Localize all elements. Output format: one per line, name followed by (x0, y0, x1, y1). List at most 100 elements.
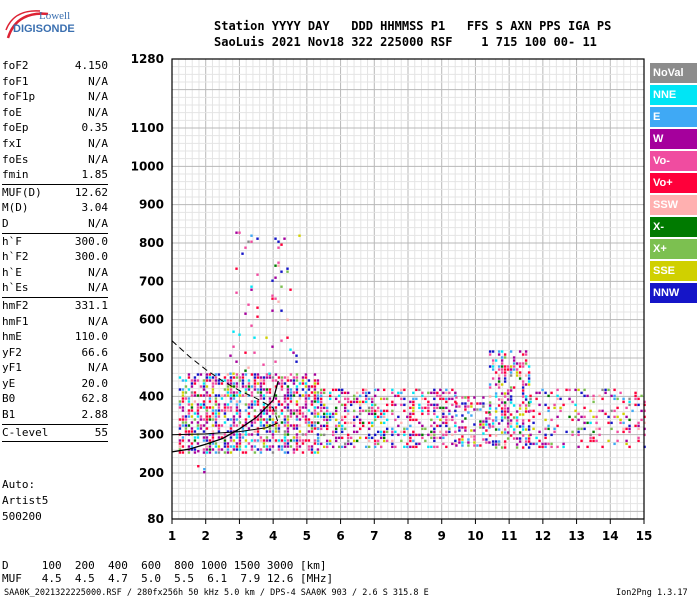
echo-point (280, 385, 284, 388)
echo-point (286, 397, 290, 400)
param-row: yF2 66.6 (2, 345, 108, 361)
echo-point (235, 442, 239, 445)
echo-point (202, 439, 206, 442)
echo-point (637, 427, 640, 431)
echo-point (226, 385, 230, 388)
echo-point (503, 416, 507, 419)
echo-point (433, 406, 436, 410)
echo-point (361, 391, 365, 395)
echo-point (454, 400, 457, 404)
echo-point (529, 442, 532, 446)
echo-point (527, 377, 531, 380)
echo-point (352, 430, 356, 434)
echo-point (253, 415, 257, 418)
echo-point (355, 415, 359, 419)
echo-point (277, 445, 281, 448)
echo-point (367, 439, 371, 443)
echo-point (506, 389, 510, 392)
echo-point (628, 427, 631, 431)
echo-point (571, 430, 574, 434)
echo-point (436, 394, 439, 398)
param-value: 66.6 (81, 345, 109, 359)
echo-point (334, 388, 338, 392)
echo-point (235, 360, 238, 363)
echo-point (394, 403, 397, 407)
echo-point (310, 400, 314, 403)
echo-point (454, 394, 457, 398)
echo-point (283, 442, 287, 445)
echo-point (187, 445, 191, 448)
echo-point (205, 409, 209, 412)
echo-point (577, 445, 580, 449)
echo-point (448, 409, 451, 413)
echo-point (247, 388, 251, 391)
echo-point (265, 430, 269, 433)
echo-point (229, 439, 233, 442)
echo-point (214, 418, 218, 421)
echo-point (346, 400, 350, 404)
echo-point (373, 394, 377, 398)
echo-point (445, 418, 448, 422)
echo-point (640, 409, 643, 413)
echo-point (259, 376, 263, 379)
echo-point (247, 240, 250, 243)
echo-point (382, 388, 386, 392)
echo-point (211, 442, 215, 445)
echo-point (277, 424, 281, 427)
echo-point (433, 439, 436, 443)
echo-point (322, 406, 326, 410)
echo-point (518, 425, 522, 428)
echo-point (409, 445, 412, 449)
echo-point (307, 397, 311, 400)
echo-point (509, 374, 513, 377)
echo-point (244, 373, 248, 376)
echo-point (337, 424, 341, 428)
echo-points (178, 231, 646, 474)
echo-point (217, 406, 221, 409)
echo-point (488, 441, 491, 444)
echo-point (503, 404, 507, 407)
echo-point (625, 427, 628, 431)
echo-point (433, 427, 436, 431)
echo-point (529, 409, 532, 413)
echo-point (448, 397, 451, 401)
echo-point (280, 376, 284, 379)
echo-point (253, 430, 257, 433)
param-value: 55 (94, 425, 108, 439)
echo-point (340, 415, 344, 419)
echo-point (301, 415, 305, 418)
echo-point (467, 399, 470, 402)
echo-point (217, 445, 221, 448)
echo-point (250, 439, 254, 442)
echo-point (319, 415, 323, 419)
echo-point (622, 421, 625, 425)
echo-point (473, 396, 476, 399)
echo-point (476, 402, 479, 405)
echo-point (304, 394, 308, 397)
echo-point (433, 403, 436, 407)
echo-point (313, 379, 317, 382)
echo-point (325, 445, 329, 449)
echo-point (199, 424, 203, 427)
echo-point (535, 397, 538, 401)
echo-point (497, 353, 501, 356)
echo-point (196, 442, 200, 445)
echo-point (199, 427, 203, 430)
echo-point (497, 404, 501, 407)
echo-point (271, 379, 275, 382)
echo-point (337, 445, 341, 449)
echo-point (214, 376, 218, 379)
echo-point (205, 448, 209, 451)
echo-point (325, 409, 329, 413)
echo-point (235, 445, 239, 448)
legend-item: X+ (650, 239, 697, 259)
echo-point (503, 440, 507, 443)
echo-point (559, 409, 562, 413)
echo-point (445, 400, 448, 404)
echo-point (211, 388, 215, 391)
echo-point (343, 397, 347, 401)
echo-point (229, 376, 233, 379)
echo-point (229, 433, 233, 436)
echo-point (307, 385, 311, 388)
echo-point (202, 388, 206, 391)
